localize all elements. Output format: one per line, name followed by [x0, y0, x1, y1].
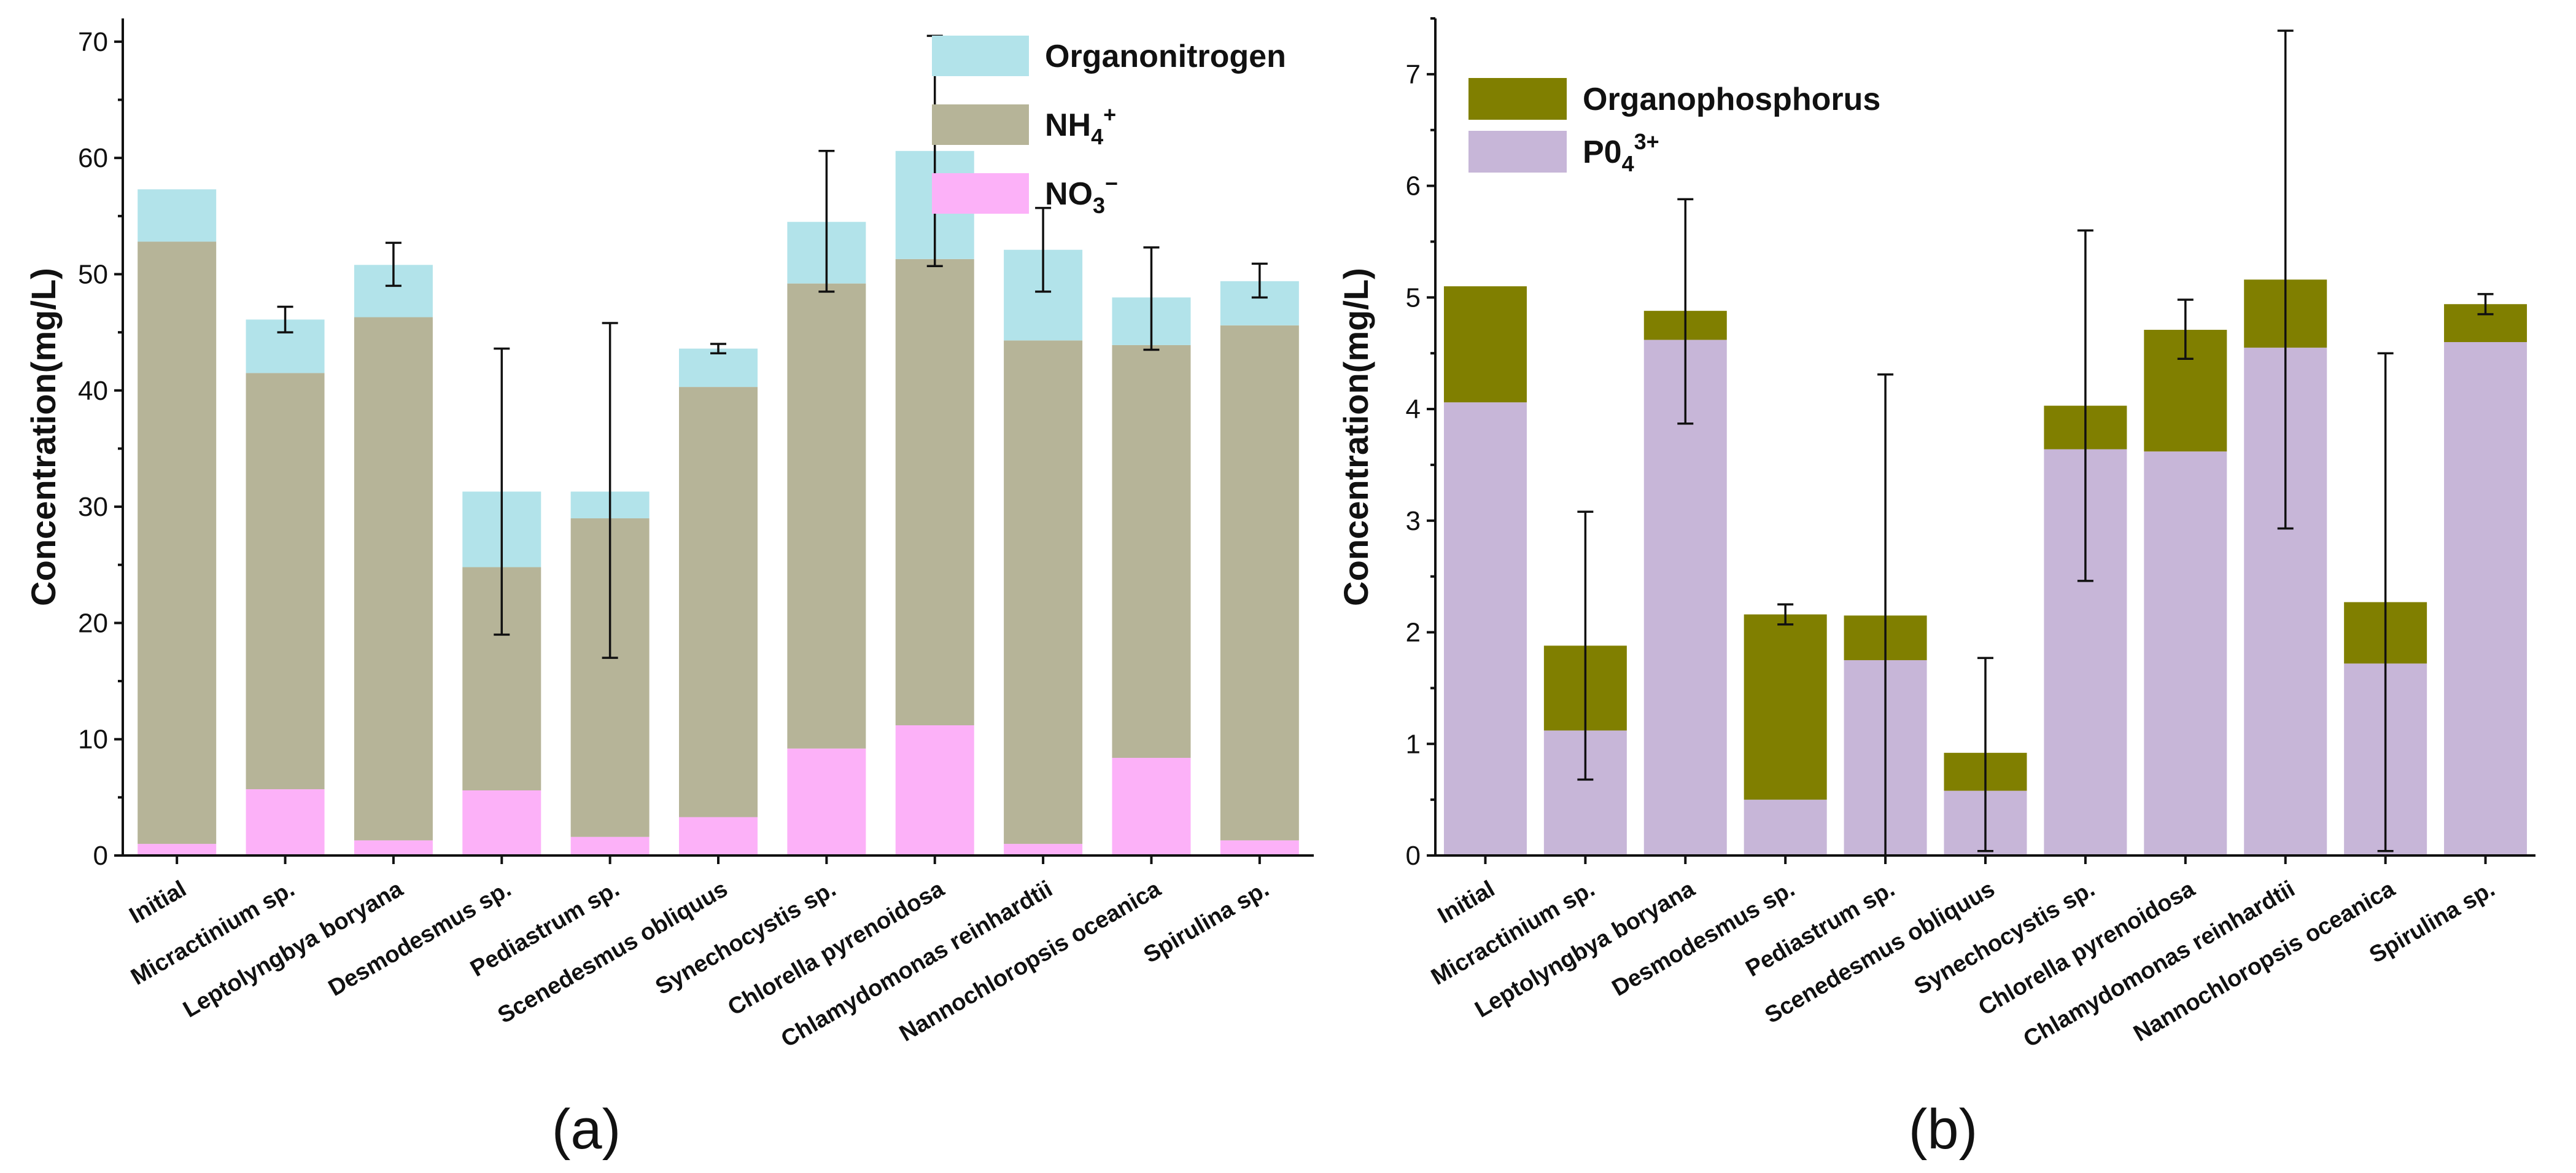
x-tick-label-micractinium-sp: Micractinium sp.	[1427, 876, 1599, 990]
bar-no3-initial	[138, 844, 217, 855]
y-axis-title: Concentration(mg/L)	[1336, 268, 1375, 606]
bar-no3-leptolyngbya-boryana	[354, 840, 433, 855]
bar-no3-desmodesmus-sp	[462, 790, 541, 855]
y-tick-label: 20	[78, 608, 108, 638]
y-tick-label: 4	[1406, 394, 1421, 424]
bar-nh4-initial	[138, 241, 217, 844]
panel-label: (a)	[552, 1098, 621, 1161]
y-tick-label: 7	[1406, 60, 1421, 90]
y-axis-title: Concentration(mg/L)	[24, 268, 63, 606]
legend-label-organophosphorus: Organophosphorus	[1583, 82, 1880, 117]
y-tick-label: 40	[78, 376, 108, 406]
y-tick-label: 50	[78, 259, 108, 289]
bar-no3-scenedesmus-obliquus	[679, 817, 758, 855]
bar-no3-spirulina-sp	[1220, 840, 1299, 855]
legend-label-no3: NO3−	[1045, 171, 1118, 218]
y-tick-label: 0	[1406, 841, 1421, 871]
y-tick-label: 1	[1406, 729, 1421, 759]
x-tick-label-initial: Initial	[125, 876, 191, 929]
y-tick-label: 10	[78, 725, 108, 755]
bar-nh4-synechocystis-sp	[787, 283, 866, 749]
legend-swatch-organophosphorus	[1468, 78, 1567, 120]
bar-po4-3-initial	[1443, 402, 1527, 855]
bar-no3-synechocystis-sp	[787, 748, 866, 855]
bar-nh4-micractinium-sp	[246, 373, 325, 790]
bar-nh4-nannochloropsis-oceanica	[1112, 345, 1191, 758]
bar-no3-micractinium-sp	[246, 789, 325, 855]
bar-nh4-scenedesmus-obliquus	[679, 387, 758, 817]
y-tick-label: 60	[78, 143, 108, 173]
legend-swatch-organonitrogen	[932, 36, 1029, 76]
bar-organophosphorus-desmodesmus-sp	[1744, 614, 1827, 800]
legend-swatch-no3	[932, 173, 1029, 214]
y-tick-label: 0	[93, 841, 108, 871]
y-tick-label: 2	[1406, 618, 1421, 648]
bar-nh4-chlorella-pyrenoidosa	[895, 259, 974, 725]
bar-po4-3-desmodesmus-sp	[1744, 800, 1827, 855]
y-tick-label: 30	[78, 492, 108, 522]
legend-label-po4-3: P043+	[1583, 129, 1659, 176]
panel-label: (b)	[1909, 1098, 1977, 1161]
y-tick-label: 70	[78, 27, 108, 57]
bar-po4-3-spirulina-sp	[2444, 342, 2528, 855]
legend-swatch-nh4	[932, 104, 1029, 145]
bar-organophosphorus-initial	[1443, 286, 1527, 403]
bar-no3-pediastrum-sp	[570, 836, 650, 855]
bar-po4-3-chlorella-pyrenoidosa	[2144, 451, 2227, 855]
bar-nh4-leptolyngbya-boryana	[354, 317, 433, 841]
x-tick-label-desmodesmus-sp: Desmodesmus sp.	[324, 876, 516, 1001]
bar-nh4-spirulina-sp	[1220, 325, 1299, 841]
x-tick-label-desmodesmus-sp: Desmodesmus sp.	[1608, 876, 1799, 1001]
y-tick-label: 6	[1406, 171, 1421, 201]
legend-swatch-po4-3	[1468, 131, 1567, 173]
x-tick-label-synechocystis-sp: Synechocystis sp.	[651, 876, 840, 1000]
bar-no3-chlamydomonas-reinhardtii	[1004, 844, 1083, 855]
legend-label-nh4: NH4+	[1045, 102, 1116, 149]
bar-nh4-chlamydomonas-reinhardtii	[1004, 340, 1083, 844]
bar-organonitrogen-scenedesmus-obliquus	[679, 348, 758, 388]
legend-label-organonitrogen: Organonitrogen	[1045, 39, 1286, 74]
x-tick-label-initial: Initial	[1433, 876, 1499, 929]
bar-no3-chlorella-pyrenoidosa	[895, 725, 974, 855]
y-tick-label: 5	[1406, 283, 1421, 313]
bar-no3-nannochloropsis-oceanica	[1112, 757, 1191, 855]
bar-organonitrogen-initial	[138, 189, 217, 242]
y-tick-label: 3	[1406, 506, 1421, 536]
bar-po4-3-leptolyngbya-boryana	[1643, 340, 1727, 855]
